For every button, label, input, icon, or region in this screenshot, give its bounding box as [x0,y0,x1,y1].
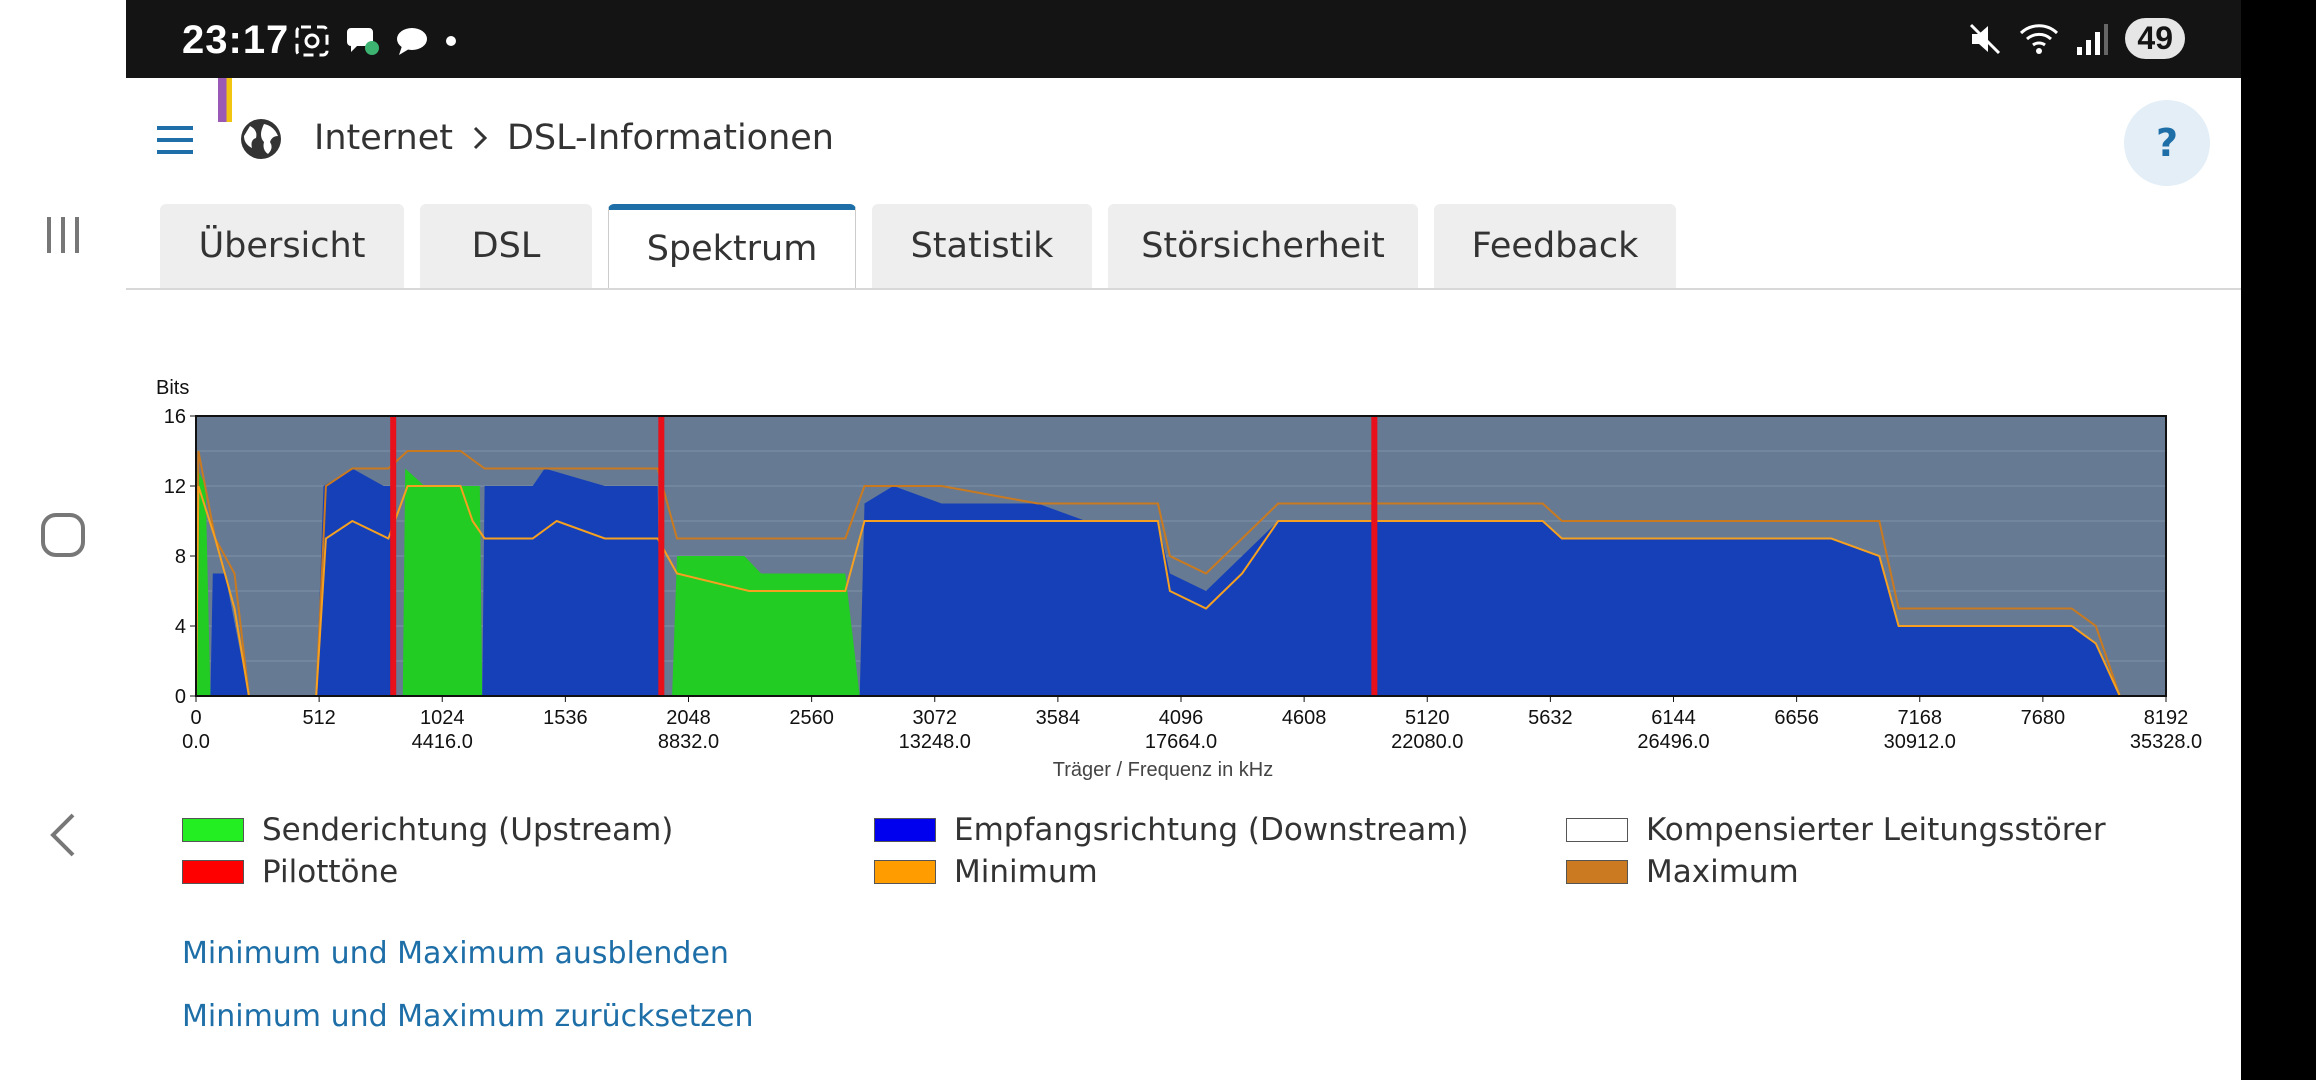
status-bar: 23:17 49 [126,0,2241,78]
chat-icon [347,28,379,55]
x-tick-label: 7168 [1898,707,1943,729]
legend-label: Senderichtung (Upstream) [262,812,674,848]
legend-label: Pilottöne [262,854,399,890]
status-time: 23:17 [182,18,290,62]
tabs-divider [126,288,2241,290]
tab-dsl[interactable]: DSL [420,204,592,288]
frequency-tick-label: 35328.0 [2130,731,2202,753]
x-tick-label: 6656 [1774,707,1819,729]
y-tick-label: 4 [175,616,186,638]
x-tick-label: 5120 [1405,707,1450,729]
pilot-tone [390,416,397,696]
legend-swatch [182,860,244,884]
globe-icon [241,119,281,159]
y-tick-label: 8 [175,546,186,568]
breadcrumb: Internet DSL-Informationen [314,118,834,158]
reset-minmax-link[interactable]: Minimum und Maximum zurücksetzen [182,999,754,1034]
legend-item-upstream: Senderichtung (Upstream) [182,812,673,848]
hamburger-menu-icon [157,126,193,154]
mute-icon [1970,23,2001,54]
android-nav-bar [0,0,126,1080]
y-tick-label: 12 [164,476,186,498]
message-icon [397,28,427,55]
breadcrumb-dsl-informationen: DSL-Informationen [506,118,834,158]
menu-button[interactable] [154,122,196,162]
x-tick-label: 6144 [1651,707,1696,729]
frequency-tick-label: 4416.0 [412,731,473,753]
tab-statistik[interactable]: Statistik [872,204,1092,288]
legend-item-maximum: Maximum [1566,854,1799,890]
legend-label: Minimum [954,854,1098,890]
upstream-area [196,468,2166,696]
pilot-tone [1371,416,1378,696]
legend-item-compensated: Kompensierter Leitungsstörer [1566,812,2106,848]
spectrum-chart-svg: Bits Träger / Frequenz in kHz 0 4 8 12 16 0 51… [156,377,2202,781]
breadcrumb-internet[interactable]: Internet [314,118,453,158]
legend-item-minimum: Minimum [874,854,1098,890]
screen-edge [2241,0,2316,1080]
legend-item-downstream: Empfangsrichtung (Downstream) [874,812,1469,848]
x-tick-label: 8192 [2144,707,2189,729]
app-header: Internet DSL-Informationen ? Übersicht D… [126,78,2241,288]
legend-label: Empfangsrichtung (Downstream) [954,812,1469,848]
legend-swatch [182,818,244,842]
help-button[interactable]: ? [2124,100,2210,186]
x-tick-label: 7680 [2021,707,2066,729]
maximum-line [195,450,2121,697]
home-button[interactable] [0,500,126,570]
pilot-tone [658,416,665,696]
home-icon [41,513,85,557]
legend-swatch [1566,818,1628,842]
recent-apps-icon [47,217,79,253]
frequency-tick-label: 30912.0 [1884,731,1956,753]
x-tick-label: 0 [190,707,201,729]
back-button[interactable] [0,800,126,870]
frequency-tick-label: 26496.0 [1637,731,1709,753]
screenshot-icon [295,25,329,57]
x-tick-label: 2048 [666,707,711,729]
minimum-line [195,485,2121,697]
x-tick-label: 1536 [543,707,588,729]
chart-legend: Senderichtung (Upstream) Empfangsrichtun… [182,812,2162,900]
battery-indicator: 49 [2125,18,2185,59]
tab-spektrum[interactable]: Spektrum [608,204,856,288]
x-tick-label: 2560 [789,707,834,729]
more-notifications-icon [446,36,456,46]
signal-icon [2077,23,2109,55]
downstream-area [210,468,2166,696]
tab-uebersicht[interactable]: Übersicht [160,204,404,288]
x-tick-label: 512 [302,707,335,729]
back-icon [50,813,75,857]
legend-swatch [874,818,936,842]
legend-label: Kompensierter Leitungsstörer [1646,812,2106,848]
spectrum-chart: Bits Träger / Frequenz in kHz 0 4 8 12 16 0 51… [126,290,2241,790]
tab-bar: Übersicht DSL Spektrum Statistik Störsic… [160,204,1676,288]
x-tick-label: 4608 [1282,707,1327,729]
y-tick-label: 16 [164,406,186,428]
x-tick-label: 4096 [1159,707,1204,729]
x-axis-label: Träger / Frequenz in kHz [1053,759,1273,781]
tab-feedback[interactable]: Feedback [1434,204,1676,288]
legend-swatch [1566,860,1628,884]
y-tick-label: 0 [175,686,186,708]
frequency-tick-label: 22080.0 [1391,731,1463,753]
hide-minmax-link[interactable]: Minimum und Maximum ausblenden [182,936,729,971]
wifi-icon [2020,23,2059,54]
frequency-tick-label: 13248.0 [899,731,971,753]
frequency-tick-label: 0.0 [182,731,210,753]
recent-apps-button[interactable] [0,200,126,270]
legend-swatch [874,860,936,884]
frequency-tick-label: 17664.0 [1145,731,1217,753]
tab-stoersicherheit[interactable]: Störsicherheit [1108,204,1418,288]
x-tick-label: 5632 [1528,707,1573,729]
chevron-right-icon [473,126,488,150]
frequency-tick-label: 8832.0 [658,731,719,753]
bookmark-ribbon [218,78,232,122]
x-tick-label: 3072 [913,707,958,729]
y-axis-label: Bits [156,377,189,399]
legend-label: Maximum [1646,854,1799,890]
legend-item-pilot-tones: Pilottöne [182,854,398,890]
x-tick-label: 3584 [1036,707,1081,729]
x-tick-label: 1024 [420,707,465,729]
